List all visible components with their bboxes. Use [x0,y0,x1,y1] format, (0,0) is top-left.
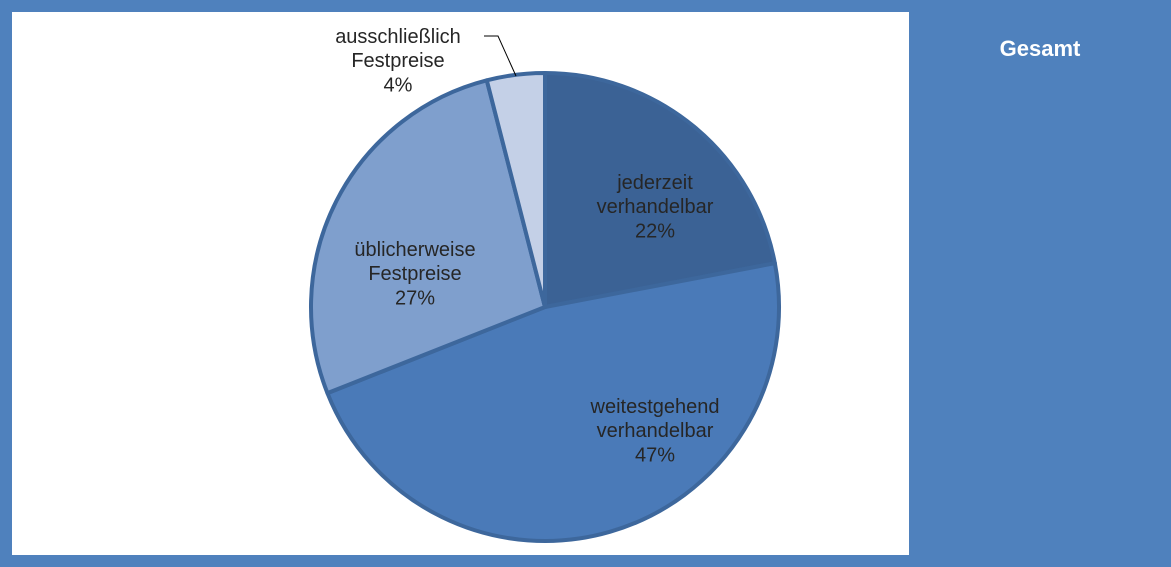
pie-slice [325,261,781,543]
slice-label: ausschließlich Festpreise [335,26,461,72]
slice-label: weitestgehend verhandelbar [590,396,720,442]
chart-title: Gesamt [1000,36,1081,61]
pie-slice [543,71,777,309]
slice-label: jederzeit verhandelbar [597,172,714,218]
pie-slice [309,78,547,396]
slice-value-label: 27% [395,287,435,309]
leader-line [484,35,517,77]
slice-value-label: 47% [635,444,675,466]
slice-value-label: 4% [384,74,413,96]
slice-label: üblicherweise Festpreise [354,239,475,285]
slice-value-label: 22% [635,220,675,242]
